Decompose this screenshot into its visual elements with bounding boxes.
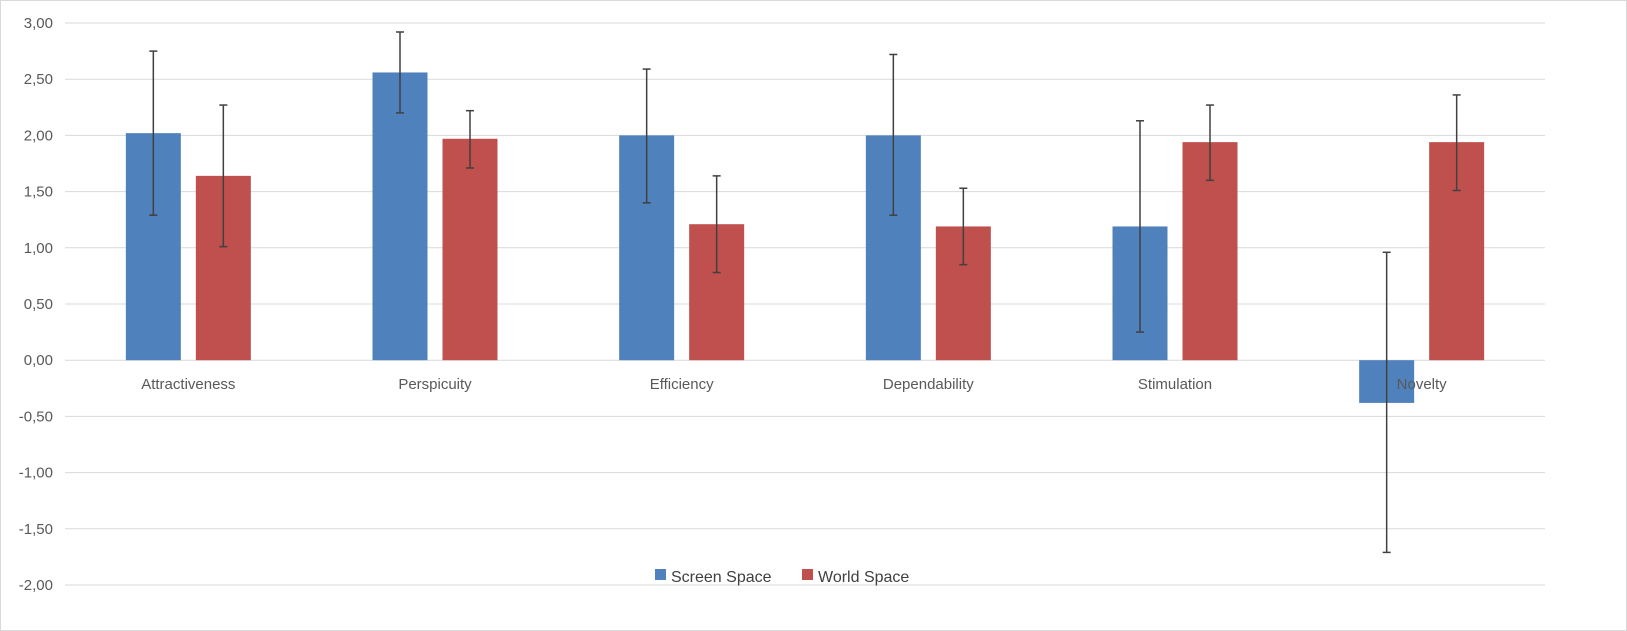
bars: [125, 72, 1485, 403]
legend-label-world-space: World Space: [818, 569, 909, 586]
y-axis-tick-labels: 3,00 2,50 2,00 1,50 1,00 0,50 0,00 -0,50 -1,00 -1…: [19, 15, 53, 594]
y-tick-label: 0,00: [24, 352, 53, 369]
gridlines: [65, 22, 1545, 586]
y-tick-label: 1,50: [24, 184, 53, 201]
y-tick-label: -1,50: [19, 521, 53, 538]
y-tick-label: 2,00: [24, 127, 53, 144]
category-label: Dependability: [883, 376, 974, 393]
error-bars: [149, 31, 1461, 554]
y-tick-label: 0,50: [24, 296, 53, 313]
legend: Screen Space World Space: [655, 569, 909, 586]
legend-label-screen-space: Screen Space: [671, 569, 772, 586]
category-label: Efficiency: [650, 376, 714, 393]
legend-swatch-screen-space: [655, 569, 666, 580]
y-tick-label: 2,50: [24, 71, 53, 88]
bar: [442, 138, 498, 361]
y-tick-label: -1,00: [19, 465, 53, 482]
legend-swatch-world-space: [802, 569, 813, 580]
category-labels: Attractiveness Perspicuity Efficiency Depen…: [141, 376, 1447, 393]
y-tick-label: 1,00: [24, 240, 53, 257]
category-label: Perspicuity: [398, 376, 472, 393]
category-label: Novelty: [1397, 376, 1448, 393]
category-label: Attractiveness: [141, 376, 235, 393]
y-tick-label: -0,50: [19, 408, 53, 425]
y-tick-label: -2,00: [19, 577, 53, 594]
category-label: Stimulation: [1138, 376, 1212, 393]
bar: [372, 72, 428, 361]
y-tick-label: 3,00: [24, 15, 53, 32]
